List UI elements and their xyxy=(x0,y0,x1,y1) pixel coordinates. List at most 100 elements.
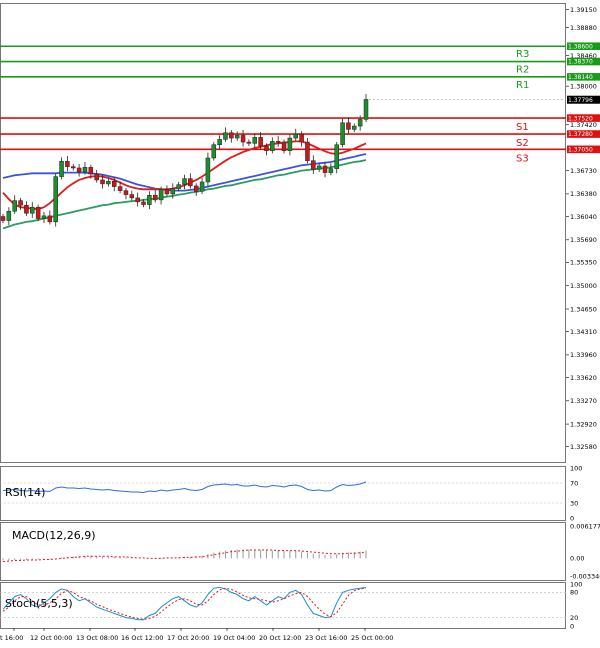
price-tick-label: 1.35690 xyxy=(570,236,597,244)
level-price-box xyxy=(567,130,600,138)
stoch-tick-label: 0 xyxy=(570,622,574,630)
candle-body xyxy=(258,137,263,147)
time-tick-label: 13 Oct 08:00 xyxy=(76,634,118,642)
stoch-signal-line xyxy=(2,587,367,620)
price-tick-label: 1.38460 xyxy=(570,52,597,60)
candle-body xyxy=(65,161,70,167)
candle-body xyxy=(59,161,64,177)
stoch-panel xyxy=(0,582,566,629)
price-tick-label: 1.36380 xyxy=(570,190,597,198)
stoch-tick-label: 80 xyxy=(570,589,578,597)
candle-body xyxy=(346,122,351,130)
rsi-line xyxy=(2,481,367,494)
macd-tick-label: -0.003346 xyxy=(570,572,600,580)
price-tick-label: 1.35000 xyxy=(570,282,597,290)
price-tick-label: 1.33960 xyxy=(570,351,597,359)
candle-body xyxy=(123,190,129,195)
current-price-label: 1.37796 xyxy=(568,97,593,104)
candle-body xyxy=(152,194,158,201)
candle-body xyxy=(176,184,181,189)
level-price-box xyxy=(567,114,600,122)
candle-body xyxy=(12,200,17,212)
price-tick-label: 1.36730 xyxy=(570,167,597,175)
rsi-tick-label: 70 xyxy=(570,479,578,487)
candle-body xyxy=(311,160,316,170)
candle-body xyxy=(147,194,152,205)
candle-body xyxy=(164,189,170,195)
candle-body xyxy=(322,165,328,173)
price-tick-label: 1.34310 xyxy=(570,328,597,336)
rsi-panel xyxy=(0,466,566,521)
level-price-label: 1.37520 xyxy=(568,115,593,122)
candle-body xyxy=(76,167,82,173)
candle-body xyxy=(182,178,187,185)
candle-body xyxy=(111,181,117,187)
price-tick-label: 1.32920 xyxy=(570,420,597,428)
time-tick-label: t 16:00 xyxy=(0,634,23,642)
candle-body xyxy=(0,216,6,221)
level-name-s1: S1 xyxy=(516,122,529,133)
price-tick-label: 1.35350 xyxy=(570,259,597,267)
candle-body xyxy=(334,144,339,169)
candle-body xyxy=(352,125,357,130)
macd-signal-line xyxy=(2,549,367,563)
candle-body xyxy=(328,168,334,173)
price-tick-label: 1.33620 xyxy=(570,374,597,382)
price-tick-label: 1.32580 xyxy=(570,443,597,451)
candle-body xyxy=(24,204,29,214)
rsi-label: RSI(14) xyxy=(5,486,45,499)
price-tick-label: 1.39150 xyxy=(570,6,597,14)
price-tick-label: 1.33270 xyxy=(570,397,597,405)
candle-body xyxy=(30,206,35,214)
candle-body xyxy=(205,157,211,183)
candle-body xyxy=(234,135,240,139)
rsi-tick-label: 0 xyxy=(570,514,574,522)
candle-body xyxy=(188,178,193,187)
candle-body xyxy=(71,166,76,169)
candle-body xyxy=(264,145,269,151)
candle-body xyxy=(41,215,47,219)
rsi-tick-label: 100 xyxy=(570,464,582,472)
candle-body xyxy=(170,188,176,195)
candle-body xyxy=(199,181,205,192)
level-name-r3: R3 xyxy=(516,49,529,60)
candle-body xyxy=(211,144,217,159)
candle-body xyxy=(6,210,12,221)
candle-body xyxy=(293,133,298,139)
candle-body xyxy=(316,165,322,170)
candle-body xyxy=(363,99,369,120)
candle-body xyxy=(158,189,164,201)
level-name-s3: S3 xyxy=(516,153,529,164)
macd-panel xyxy=(0,522,566,581)
candle-body xyxy=(35,206,41,219)
candle-body xyxy=(141,201,146,205)
candle-body xyxy=(240,135,246,143)
candle-body xyxy=(88,167,94,175)
level-price-label: 1.37280 xyxy=(568,131,593,138)
price-tick-label: 1.37420 xyxy=(570,121,597,129)
rsi-tick-label: 30 xyxy=(570,499,578,507)
level-price-label: 1.38600 xyxy=(568,43,593,50)
level-price-label: 1.38370 xyxy=(568,59,593,66)
candle-body xyxy=(193,185,199,192)
price-tick-label: 1.38000 xyxy=(570,82,597,90)
macd-tick-label: 0.00 xyxy=(570,555,584,563)
candle-body xyxy=(47,215,53,223)
candle-body xyxy=(106,181,111,185)
macd-label: MACD(12,26,9) xyxy=(12,529,96,542)
time-tick-label: 20 Oct 12:00 xyxy=(259,634,301,642)
candle-body xyxy=(357,119,363,127)
candle-body xyxy=(287,137,293,151)
time-tick-label: 25 Oct 00:00 xyxy=(351,634,393,642)
candle-body xyxy=(82,167,88,173)
price-tick-label: 1.34650 xyxy=(570,305,597,313)
candle-body xyxy=(94,173,99,181)
macd-tick-label: 0.006177 xyxy=(570,522,600,530)
level-price-box xyxy=(567,57,600,66)
candle-body xyxy=(18,200,23,206)
time-tick-label: 23 Oct 16:00 xyxy=(305,634,347,642)
candle-body xyxy=(252,137,258,144)
candle-body xyxy=(246,141,252,144)
candle-body xyxy=(340,122,345,145)
